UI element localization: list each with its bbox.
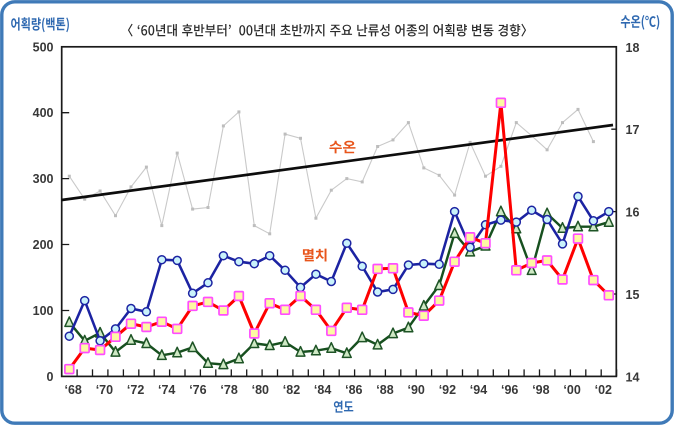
svg-text:15: 15 [626,288,640,302]
svg-text:300: 300 [33,172,54,186]
svg-text:‘84: ‘84 [314,383,331,397]
svg-text:500: 500 [33,40,54,54]
svg-text:16: 16 [626,206,640,220]
svg-text:‘90: ‘90 [408,383,425,397]
svg-text:‘70: ‘70 [96,383,113,397]
svg-text:‘88: ‘88 [376,383,393,397]
svg-text:‘98: ‘98 [532,383,549,397]
svg-text:200: 200 [33,238,54,252]
svg-text:‘00: ‘00 [563,383,580,397]
svg-text:0: 0 [47,370,54,384]
svg-text:14: 14 [626,370,640,384]
svg-text:17: 17 [626,123,640,137]
svg-text:‘96: ‘96 [501,383,518,397]
svg-text:‘86: ‘86 [345,383,362,397]
svg-text:‘94: ‘94 [470,383,487,397]
svg-text:‘82: ‘82 [283,383,300,397]
svg-text:‘02: ‘02 [595,383,612,397]
svg-text:‘80: ‘80 [252,383,269,397]
svg-text:‘74: ‘74 [158,383,175,397]
svg-text:‘92: ‘92 [439,383,456,397]
svg-text:‘72: ‘72 [127,383,144,397]
svg-text:‘76: ‘76 [189,383,206,397]
svg-text:400: 400 [33,106,54,120]
svg-text:100: 100 [33,304,54,318]
svg-text:18: 18 [626,41,640,55]
svg-text:‘78: ‘78 [220,383,237,397]
svg-text:‘68: ‘68 [65,383,82,397]
